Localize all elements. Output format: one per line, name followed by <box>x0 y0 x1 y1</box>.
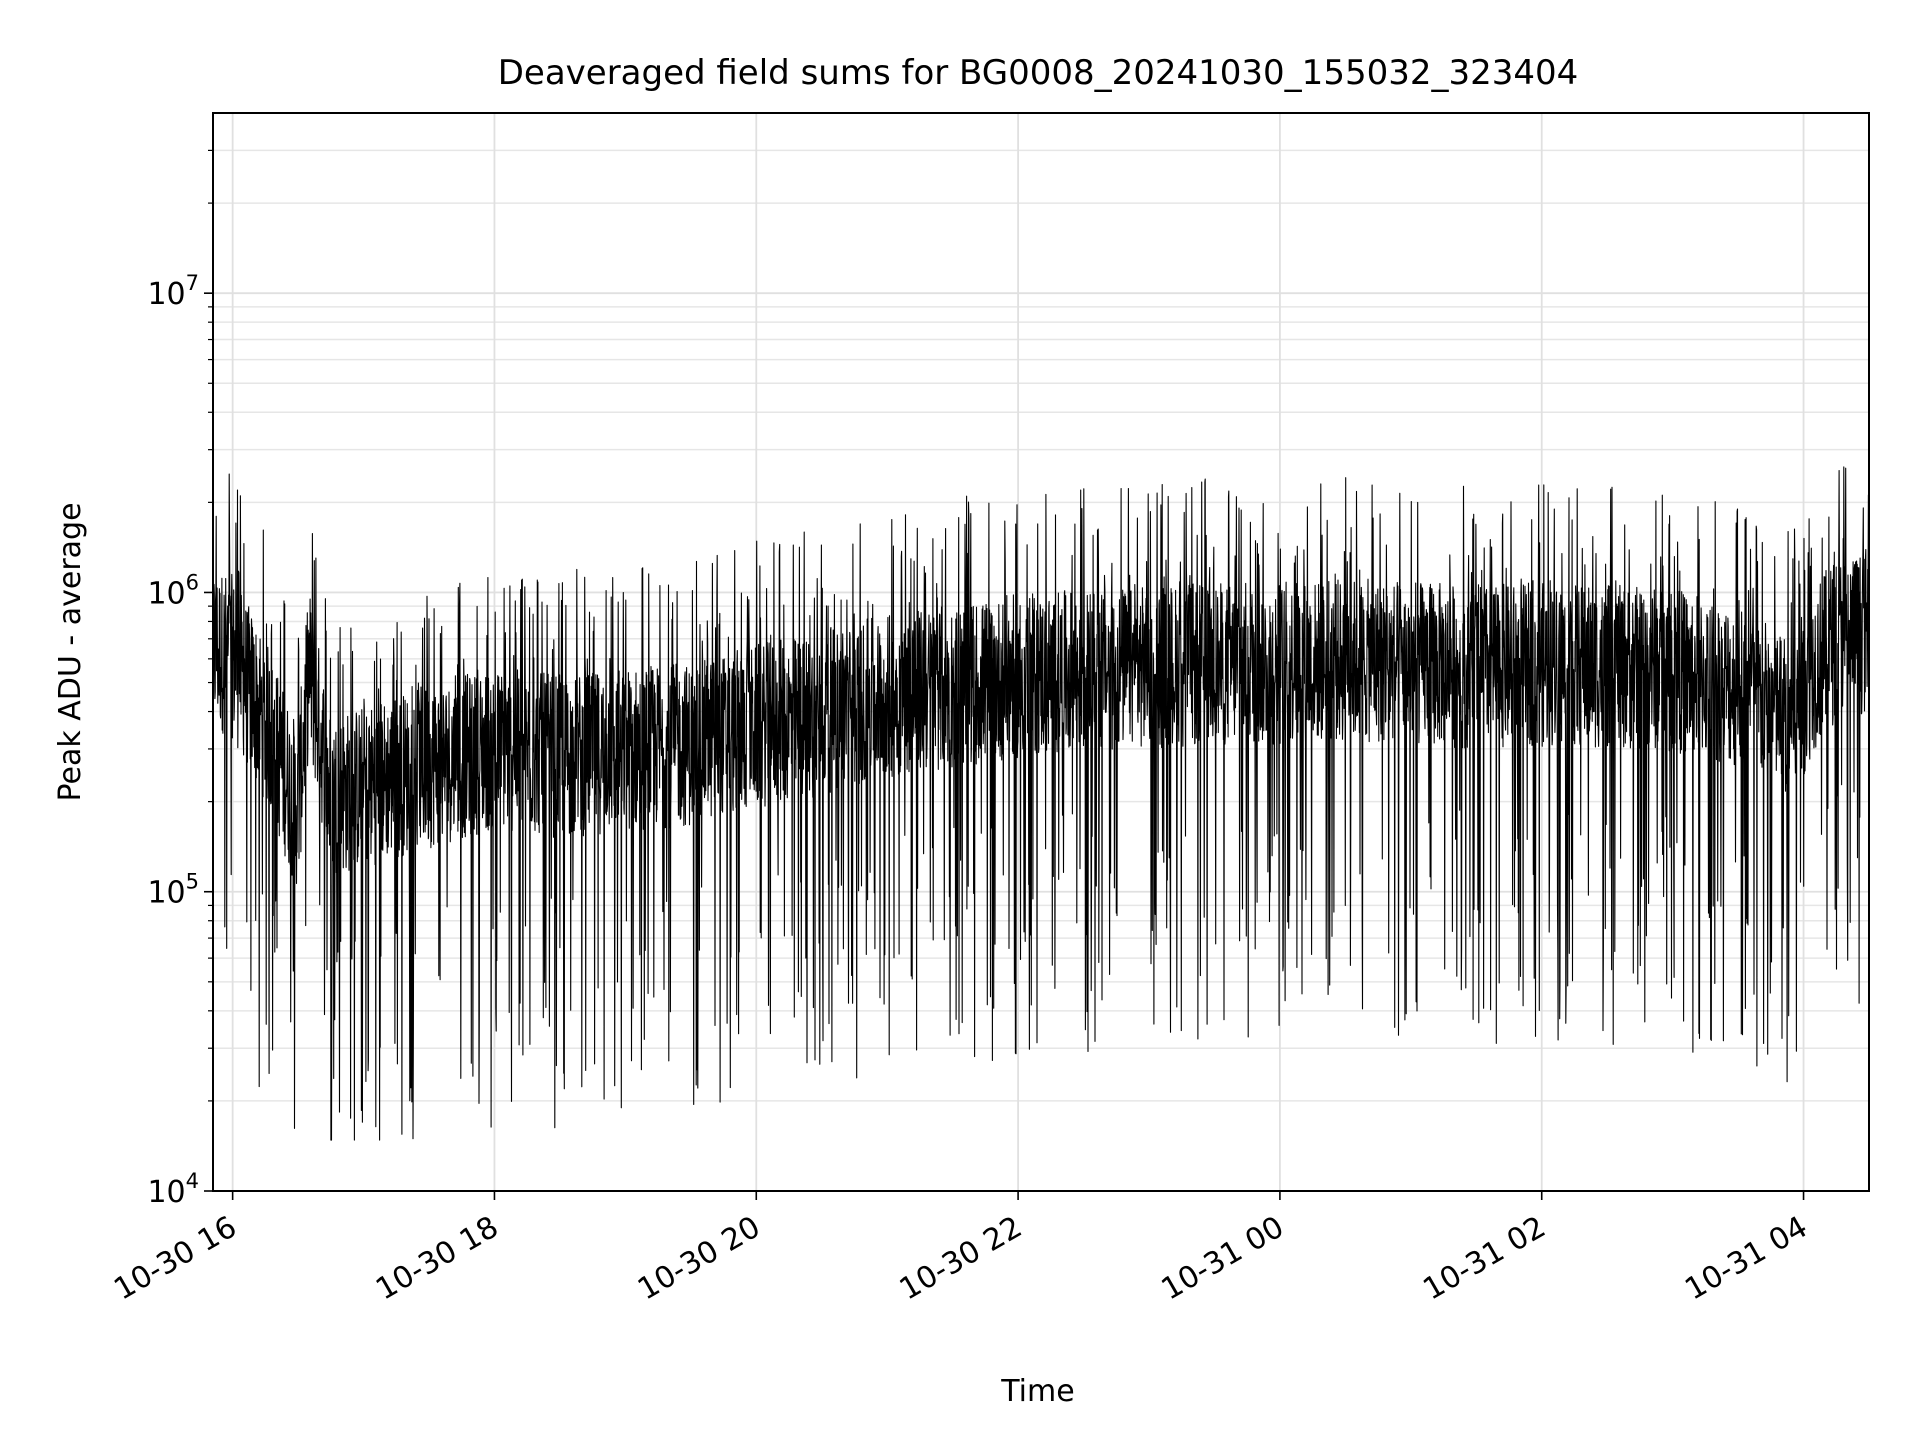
x-axis-label: Time <box>1000 1374 1074 1409</box>
y-tick-base: 10 <box>147 576 185 611</box>
y-tick-label: 106 <box>147 570 199 611</box>
x-tick-label: 10-31 00 <box>1156 1210 1290 1308</box>
y-tick-exponent: 4 <box>186 1169 199 1193</box>
y-tick-base: 10 <box>147 876 185 911</box>
y-tick-base: 10 <box>147 277 185 312</box>
x-tick-label: 10-31 04 <box>1679 1210 1813 1308</box>
y-tick-exponent: 7 <box>186 271 199 295</box>
y-tick-label: 107 <box>147 271 199 312</box>
chart-title: Deaveraged field sums for BG0008_2024103… <box>498 53 1579 93</box>
y-tick-exponent: 5 <box>186 870 199 894</box>
y-axis-label: Peak ADU - average <box>53 502 88 801</box>
y-tick-label: 104 <box>147 1169 199 1210</box>
y-tick-exponent: 6 <box>186 570 199 594</box>
series-line-0 <box>212 466 1870 1141</box>
x-tick-label: 10-30 22 <box>894 1210 1028 1308</box>
x-tick-label: 10-30 16 <box>108 1210 242 1308</box>
x-tick-label: 10-30 18 <box>370 1210 504 1308</box>
y-tick-label: 105 <box>147 870 199 911</box>
x-tick-label: 10-31 02 <box>1417 1210 1551 1308</box>
y-tick-base: 10 <box>147 1175 185 1210</box>
series-layer <box>212 466 1870 1141</box>
plot-frame <box>212 112 1870 1192</box>
x-tick-label: 10-30 20 <box>632 1210 766 1308</box>
